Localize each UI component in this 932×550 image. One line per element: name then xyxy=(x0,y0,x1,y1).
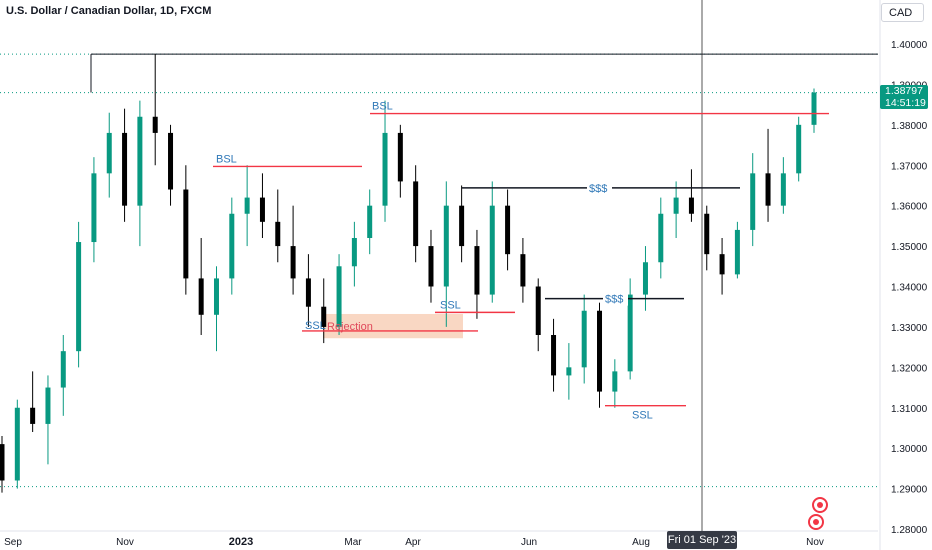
rejection-zone xyxy=(323,313,463,339)
bsl-label-1: BSL xyxy=(216,153,237,165)
x-tick-label: Mar xyxy=(344,537,362,548)
x-tick-label: Apr xyxy=(405,537,421,548)
crosshair-date-label: Fri 01 Sep '23 xyxy=(667,531,737,549)
ssl-label-1: SSL xyxy=(305,320,326,332)
y-tick-label: 1.30000 xyxy=(891,444,928,455)
candle-body xyxy=(474,246,480,295)
candle-body xyxy=(336,266,342,327)
liquidity-label-2: $$$ xyxy=(605,294,623,306)
candle-body xyxy=(152,116,158,133)
candle-body xyxy=(397,132,403,182)
candle-body xyxy=(520,254,526,287)
candle-body xyxy=(351,238,357,267)
y-tick-label: 1.33000 xyxy=(891,323,928,334)
candle-body xyxy=(581,310,587,368)
candle-body xyxy=(45,387,51,424)
y-tick-label: 1.29000 xyxy=(891,485,928,496)
candle-body xyxy=(719,254,725,275)
candle-body xyxy=(505,205,511,255)
candle-body xyxy=(137,116,143,206)
candle-body xyxy=(213,278,219,315)
candle-body xyxy=(459,205,465,247)
candle-body xyxy=(122,132,128,206)
candle-body xyxy=(627,294,633,372)
candle-body xyxy=(60,351,66,388)
candle-body xyxy=(765,173,771,206)
candle-body xyxy=(673,197,679,214)
canada-flag-icon[interactable] xyxy=(812,497,828,513)
last-price-value: 1.38797 xyxy=(885,85,923,97)
candle-body xyxy=(443,205,449,287)
y-tick-label: 1.35000 xyxy=(891,242,928,253)
candle-body xyxy=(183,189,189,279)
y-tick-label: 1.32000 xyxy=(891,363,928,374)
candle-body xyxy=(382,132,388,206)
candle-body xyxy=(750,173,756,230)
candle-body xyxy=(106,132,112,174)
candle-body xyxy=(597,310,603,392)
candle-body xyxy=(612,371,618,392)
candle-body xyxy=(198,278,204,315)
currency-button[interactable]: CAD xyxy=(881,3,924,22)
candle-body xyxy=(551,335,557,376)
candle-body xyxy=(244,197,250,214)
liquidity-label-2-bg xyxy=(603,292,628,306)
ssl-label-3: SSL xyxy=(632,410,653,422)
x-tick-label: Jun xyxy=(521,537,537,548)
candle-body xyxy=(14,407,20,481)
x-tick-label: Nov xyxy=(806,537,824,548)
bsl-label-2: BSL xyxy=(372,101,393,113)
candle-body xyxy=(168,132,174,190)
liquidity-label-1-bg xyxy=(587,181,612,195)
candle-body xyxy=(0,444,5,481)
candle-body xyxy=(428,246,434,287)
candle-body xyxy=(566,367,572,376)
candle-body xyxy=(780,173,786,206)
candle-body xyxy=(91,173,97,243)
candle-body xyxy=(796,124,802,174)
liquidity-label-1: $$$ xyxy=(589,183,607,195)
candle-body xyxy=(688,197,694,214)
x-tick-label: Sep xyxy=(4,537,22,548)
candle-body xyxy=(259,197,265,222)
candle-body xyxy=(229,213,235,279)
y-tick-label: 1.34000 xyxy=(891,283,928,294)
y-tick-label: 1.38000 xyxy=(891,121,928,132)
bar-countdown: 14:51:19 xyxy=(885,97,926,109)
rejection-label: Rejection xyxy=(327,321,373,333)
y-tick-label: 1.36000 xyxy=(891,202,928,213)
ssl-label-2: SSL xyxy=(440,299,461,311)
y-tick-label: 1.28000 xyxy=(891,525,928,536)
x-tick-label: 2023 xyxy=(229,536,253,548)
candle-body xyxy=(811,92,817,125)
y-tick-label: 1.37000 xyxy=(891,161,928,172)
candle-body xyxy=(76,242,82,352)
candle-body xyxy=(658,213,664,263)
last-price-badge: 1.38797 14:51:19 xyxy=(880,85,928,109)
candle-body xyxy=(305,278,311,307)
usa-flag-icon[interactable] xyxy=(808,514,824,530)
candle-body xyxy=(704,213,710,255)
x-tick-label: Aug xyxy=(632,537,650,548)
candle-body xyxy=(290,246,296,279)
x-tick-label: Nov xyxy=(116,537,134,548)
y-tick-label: 1.40000 xyxy=(891,40,928,51)
candle-body xyxy=(535,286,541,335)
y-tick-label: 1.31000 xyxy=(891,404,928,415)
candle-body xyxy=(489,205,495,295)
candle-body xyxy=(367,205,373,238)
candle-body xyxy=(275,221,281,247)
candle-body xyxy=(642,262,648,295)
candle-body xyxy=(734,229,740,275)
chart-title: U.S. Dollar / Canadian Dollar, 1D, FXCM xyxy=(6,5,212,17)
candle-body xyxy=(413,181,419,247)
candle-body xyxy=(30,407,36,424)
candle-body xyxy=(321,306,327,327)
